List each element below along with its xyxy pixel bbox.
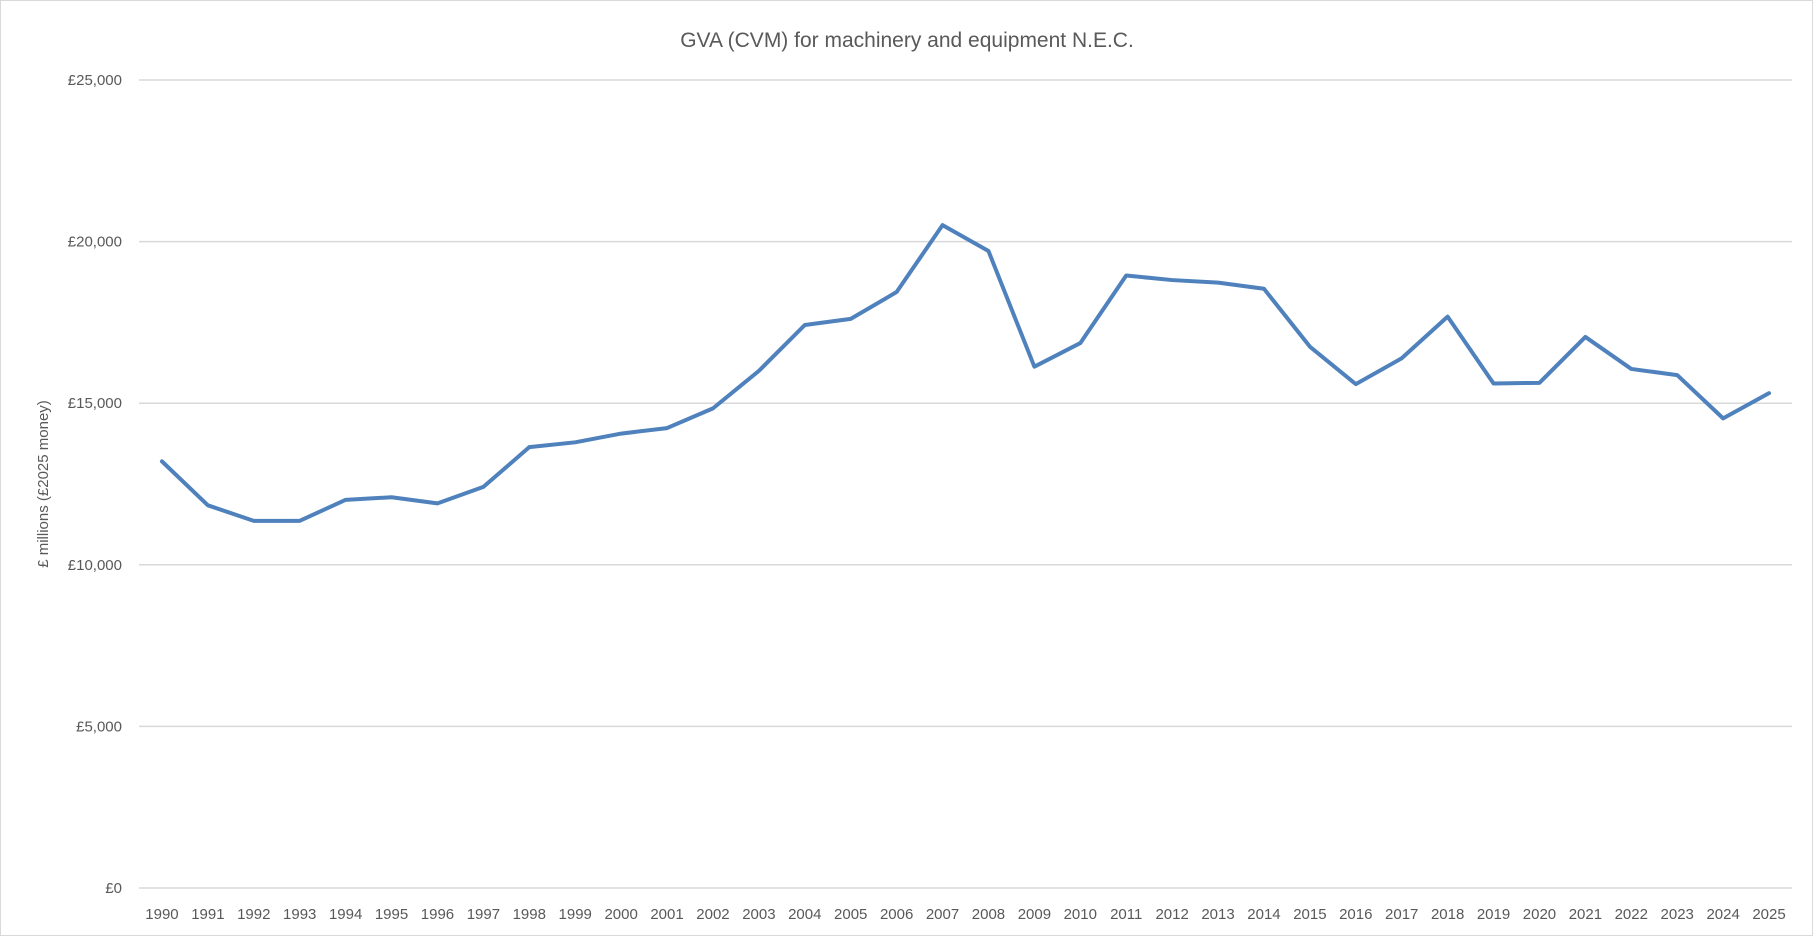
x-tick-label: 1996 <box>421 906 454 923</box>
x-tick-label: 2020 <box>1523 906 1556 923</box>
x-tick-label: 2000 <box>604 906 637 923</box>
x-tick-label: 2003 <box>742 906 775 923</box>
x-tick-label: 2011 <box>1110 906 1142 923</box>
x-tick-label: 2001 <box>650 906 683 923</box>
x-axis-ticks: 1990 1991 1992 1993 1994 1995 1996 1997 1998 1999… <box>145 906 1785 923</box>
x-tick-label: 2019 <box>1477 906 1510 923</box>
x-tick-label: 2008 <box>972 906 1005 923</box>
y-tick-label: £5,000 <box>76 718 122 735</box>
x-tick-label: 1992 <box>237 906 270 923</box>
x-tick-label: 1997 <box>467 906 500 923</box>
y-tick-label: £15,000 <box>68 395 122 412</box>
x-tick-label: 2021 <box>1569 906 1602 923</box>
gridlines <box>139 80 1792 888</box>
x-tick-label: 1995 <box>375 906 408 923</box>
y-tick-label: £20,000 <box>68 234 122 251</box>
x-tick-label: 1993 <box>283 906 316 923</box>
x-tick-label: 1998 <box>513 906 546 923</box>
y-axis-label: £ millions (£2025 money) <box>35 400 52 568</box>
x-tick-label: 1991 <box>191 906 224 923</box>
y-tick-label: £0 <box>105 880 122 897</box>
x-tick-label: 1990 <box>145 906 178 923</box>
x-tick-label: 2025 <box>1752 906 1785 923</box>
x-tick-label: 1994 <box>329 906 362 923</box>
x-tick-label: 2023 <box>1661 906 1694 923</box>
x-tick-label: 2004 <box>788 906 821 923</box>
x-tick-label: 2002 <box>696 906 729 923</box>
x-tick-label: 1999 <box>559 906 592 923</box>
series-line <box>162 225 1769 521</box>
x-tick-label: 2015 <box>1293 906 1326 923</box>
x-tick-label: 2007 <box>926 906 959 923</box>
y-tick-label: £25,000 <box>68 72 122 89</box>
x-tick-label: 2010 <box>1064 906 1097 923</box>
x-tick-label: 2009 <box>1018 906 1051 923</box>
x-tick-label: 2012 <box>1155 906 1188 923</box>
x-tick-label: 2016 <box>1339 906 1372 923</box>
x-tick-label: 2018 <box>1431 906 1464 923</box>
x-tick-label: 2014 <box>1247 906 1280 923</box>
y-axis-ticks: £0 £5,000 £10,000 £15,000 £20,000 £25,000 <box>68 72 122 897</box>
chart-title: GVA (CVM) for machinery and equipment N.… <box>680 29 1134 52</box>
y-tick-label: £10,000 <box>68 557 122 574</box>
x-tick-label: 2024 <box>1706 906 1739 923</box>
x-tick-label: 2017 <box>1385 906 1418 923</box>
x-tick-label: 2022 <box>1615 906 1648 923</box>
series-points <box>162 225 1769 521</box>
x-tick-label: 2006 <box>880 906 913 923</box>
x-tick-label: 2013 <box>1201 906 1234 923</box>
x-tick-label: 2005 <box>834 906 867 923</box>
